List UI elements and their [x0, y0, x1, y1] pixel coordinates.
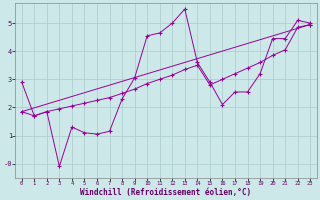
X-axis label: Windchill (Refroidissement éolien,°C): Windchill (Refroidissement éolien,°C): [80, 188, 252, 197]
